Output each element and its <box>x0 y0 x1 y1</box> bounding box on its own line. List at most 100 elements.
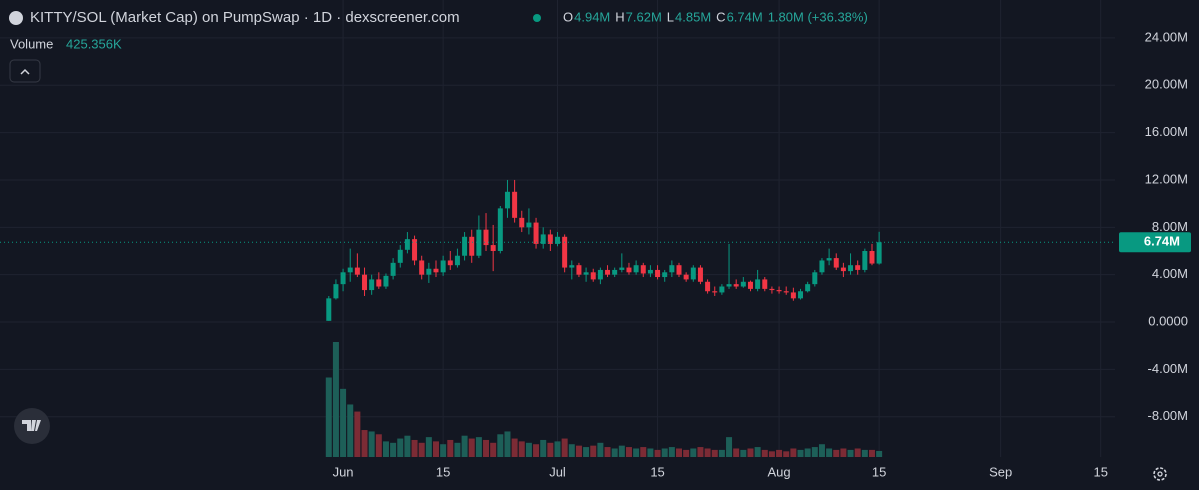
candle-body <box>369 279 375 291</box>
candle-body <box>619 267 625 270</box>
candle-body <box>576 265 582 275</box>
ohlc-value: 7.62M <box>626 9 662 24</box>
volume-bar <box>676 448 683 457</box>
y-tick-label: 4.00M <box>1152 266 1188 281</box>
candle-body <box>533 222 539 244</box>
volume-bar <box>761 449 768 457</box>
volume-bar <box>490 442 497 457</box>
chevron-icon[interactable] <box>20 68 30 75</box>
candle-body <box>540 234 546 244</box>
volume-bar <box>611 448 618 457</box>
candle-body <box>347 267 353 273</box>
grid <box>0 0 1115 457</box>
candle-body <box>419 260 425 275</box>
candle-body <box>547 234 553 244</box>
volume-bar <box>604 447 611 457</box>
gear-hub[interactable] <box>1157 471 1163 477</box>
candle-body <box>805 284 811 292</box>
y-tick-label: 24.00M <box>1145 29 1188 44</box>
x-tick-label: 15 <box>872 464 886 479</box>
header: KITTY/SOL (Market Cap) on PumpSwap · 1D … <box>9 9 868 83</box>
volume-bar <box>540 439 547 457</box>
candle-body <box>555 236 560 244</box>
collapse-button[interactable] <box>9 59 41 83</box>
candle-body <box>776 290 782 292</box>
candle-body <box>855 265 861 270</box>
volume-bar <box>654 449 661 457</box>
logo-mark[interactable] <box>22 420 41 431</box>
candle-body <box>697 267 703 282</box>
candle-body <box>712 291 718 293</box>
candle-body <box>740 281 746 287</box>
volume-bar <box>454 442 461 457</box>
volume-bar <box>397 438 404 457</box>
candle-body <box>605 269 611 275</box>
volume-bar <box>697 447 704 457</box>
y-tick-label: 20.00M <box>1145 77 1188 92</box>
volume-bar <box>640 447 647 457</box>
status-dot <box>533 14 541 22</box>
volume-bar <box>411 439 418 457</box>
candle-body <box>705 281 711 292</box>
gear-icon[interactable] <box>1153 467 1167 481</box>
volume-bar <box>768 451 775 457</box>
volume-bar <box>533 444 540 457</box>
volume-bar <box>718 449 725 457</box>
token-icon <box>9 11 23 25</box>
volume-bar <box>483 439 490 457</box>
volume-bar <box>797 449 804 457</box>
candle-body <box>497 208 503 251</box>
candle-body <box>412 239 418 261</box>
volume-bar <box>504 431 511 457</box>
volume-bar <box>754 447 761 457</box>
volume-bar <box>597 442 604 457</box>
ohlc-key: O <box>563 9 573 24</box>
candle-body <box>662 272 668 278</box>
volume-bar <box>661 448 668 457</box>
candle-body <box>819 260 825 273</box>
candle-body <box>683 274 689 280</box>
volume-label: Volume <box>10 36 53 51</box>
volume-bar <box>840 448 847 457</box>
candle-body <box>433 268 439 273</box>
volume-bar <box>854 448 861 457</box>
candle-body <box>383 275 389 287</box>
tv-logo[interactable] <box>14 408 50 444</box>
candle-body <box>647 269 653 274</box>
candle-body <box>404 239 410 250</box>
volume-value: 425.356K <box>66 36 122 51</box>
volume-bar <box>497 434 504 457</box>
volume-bar <box>583 447 590 457</box>
settings-button[interactable] <box>1153 467 1167 481</box>
candle-body <box>640 265 646 274</box>
volume-bar <box>511 438 518 457</box>
y-tick-label: -4.00M <box>1148 361 1188 376</box>
volume-bar <box>783 451 790 457</box>
volume-bar <box>747 448 754 457</box>
candle-body <box>755 279 761 289</box>
volume-bar <box>633 448 640 457</box>
candle-body <box>812 272 818 285</box>
candle-body <box>726 284 732 287</box>
candle-body <box>326 298 332 321</box>
volume-bar <box>568 444 575 457</box>
candle-body <box>862 250 868 270</box>
candle-body <box>669 265 675 273</box>
volume-bar <box>325 377 332 457</box>
candle-body <box>397 249 403 263</box>
volume-bar <box>726 437 733 457</box>
candle-body <box>876 242 882 264</box>
candle-body <box>340 272 346 285</box>
x-tick-label: 15 <box>436 464 450 479</box>
volume-bar <box>740 449 747 457</box>
volume-bar <box>811 447 818 457</box>
x-tick-label: Aug <box>768 464 791 479</box>
volume-bar <box>711 449 718 457</box>
candle-body <box>783 291 789 293</box>
ohlc-key: C <box>716 9 725 24</box>
volume-bar <box>440 444 447 457</box>
x-tick-label: 15 <box>1093 464 1107 479</box>
candle-body <box>590 272 596 280</box>
candle-body <box>869 250 875 264</box>
